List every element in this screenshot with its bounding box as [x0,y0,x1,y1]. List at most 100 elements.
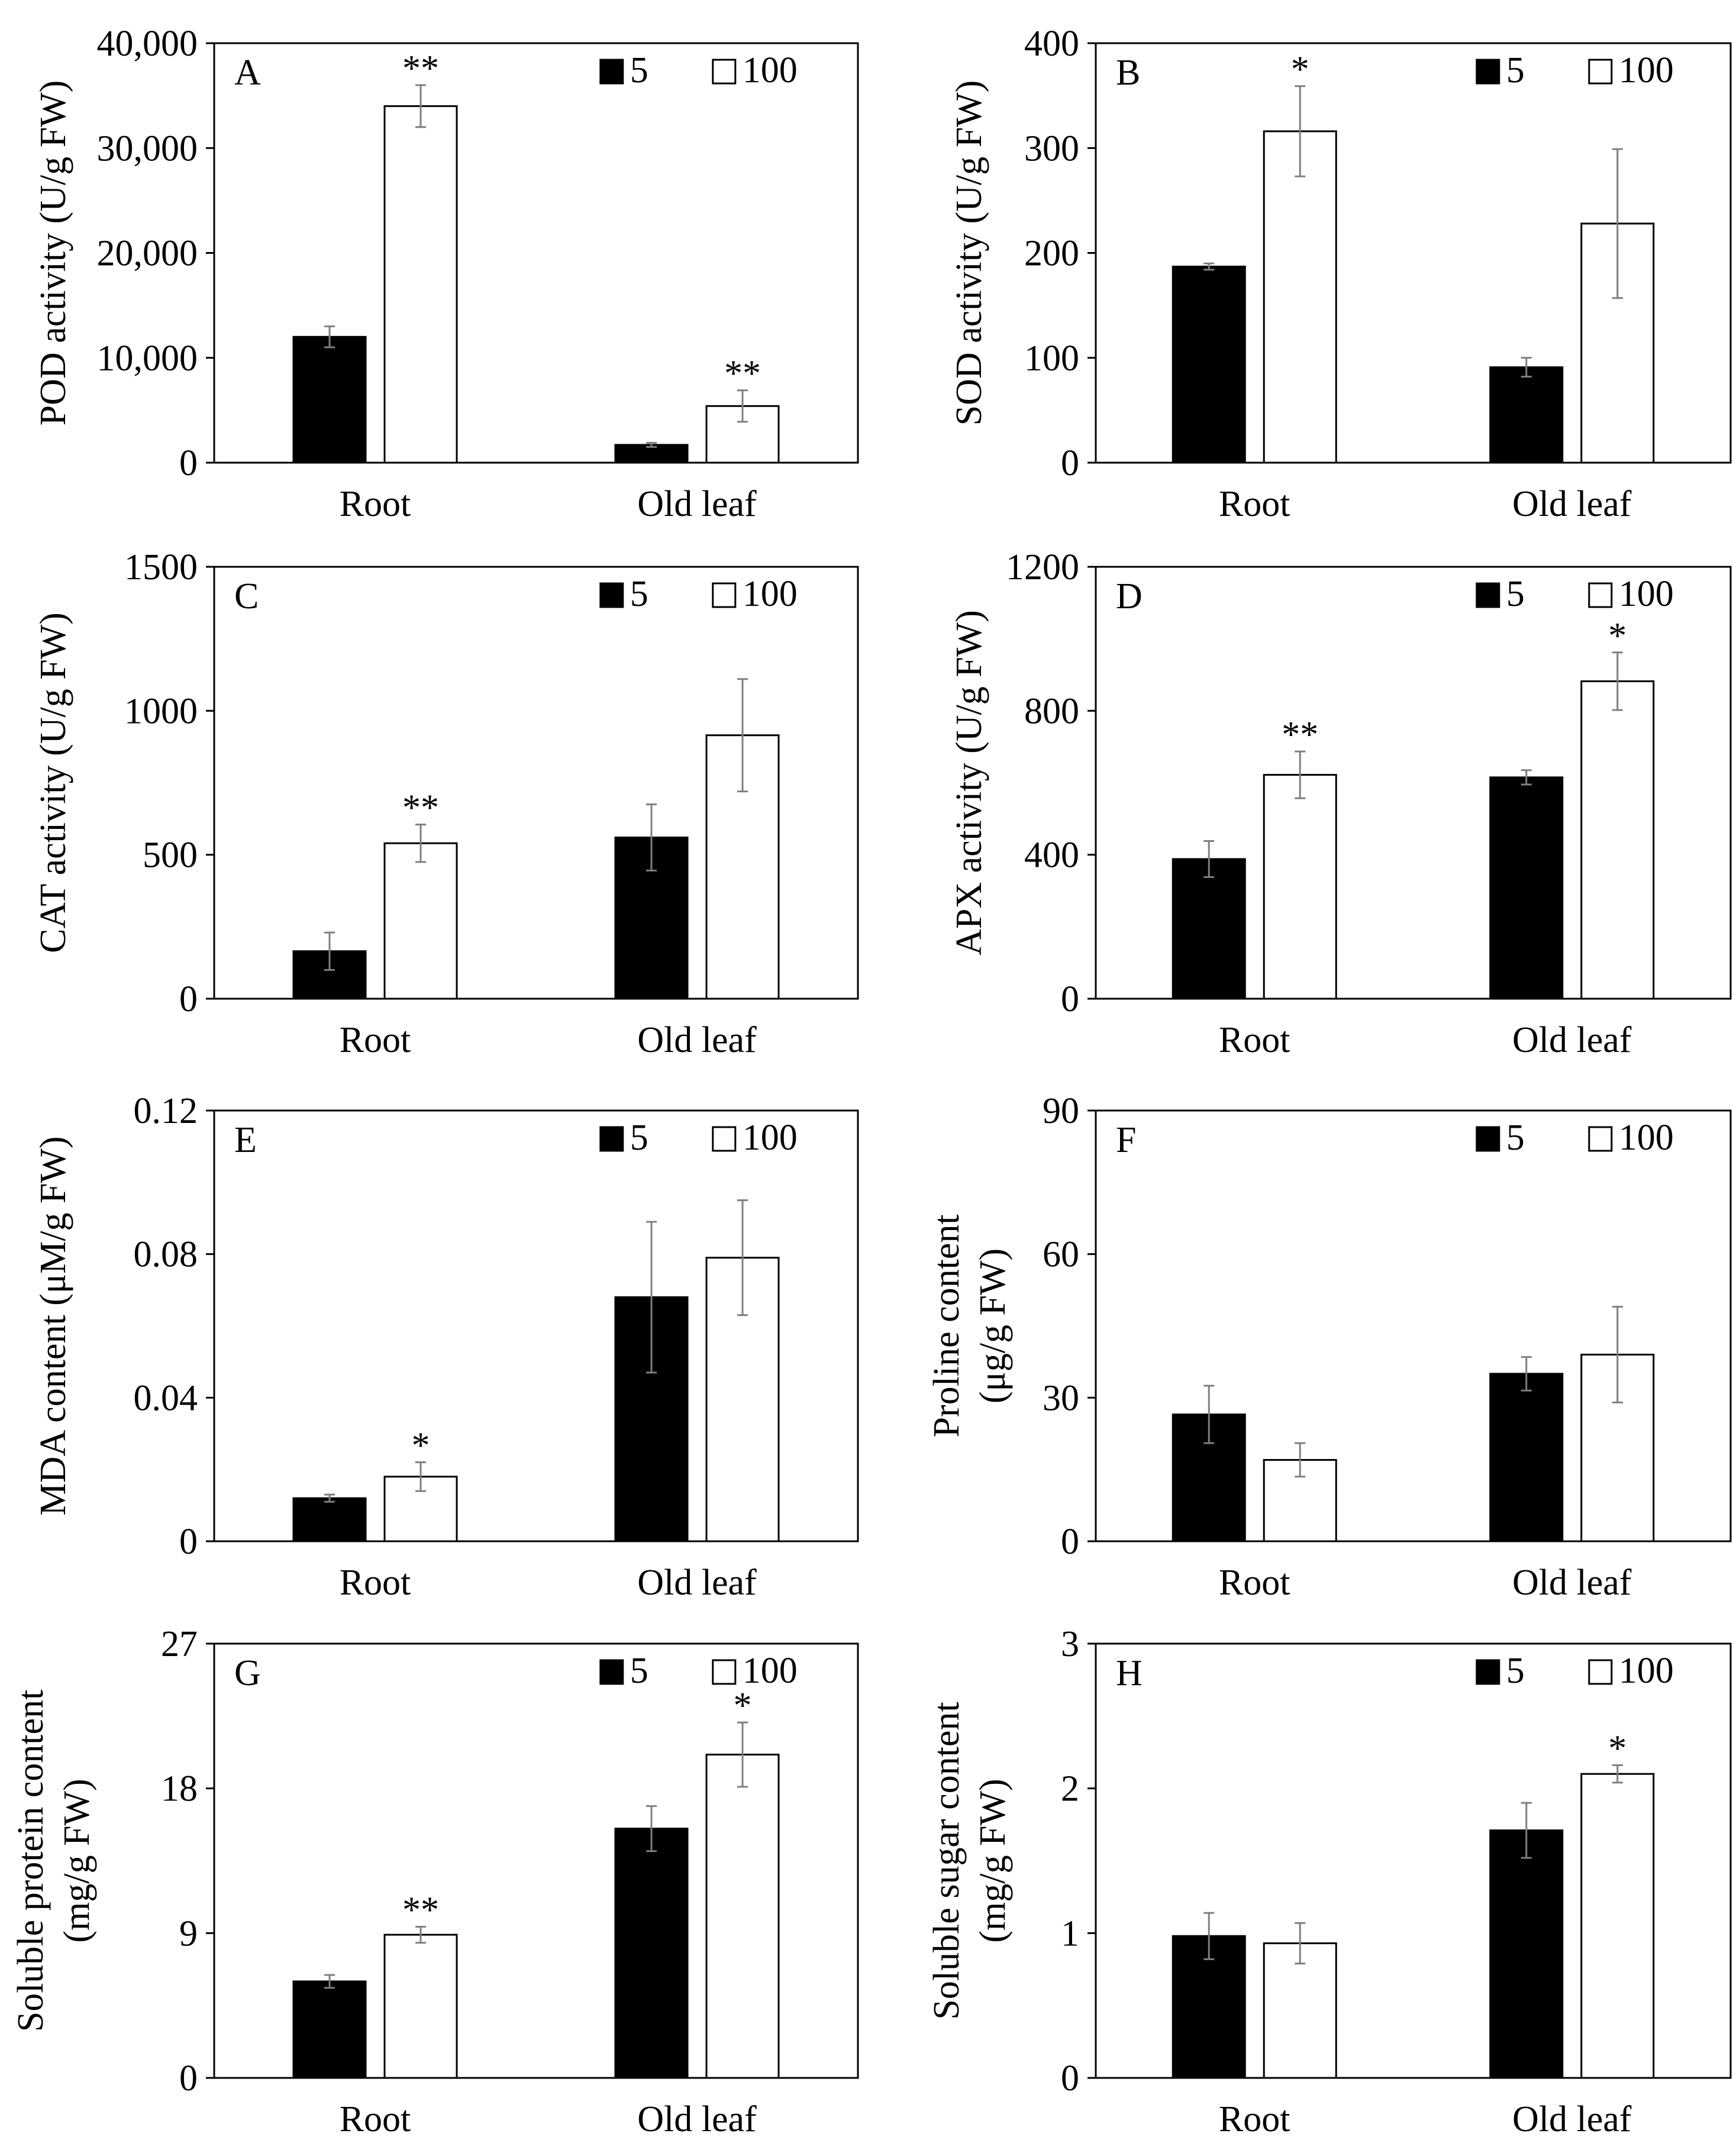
x-category-label: Root [1219,484,1290,524]
legend-swatch-5 [1476,582,1500,608]
x-category-label: Root [1219,2099,1290,2139]
panel-letter: A [234,53,261,93]
y-tick-label: 0.12 [134,1091,198,1131]
y-tick-label: 27 [161,1624,198,1664]
y-axis-label-units: (mg/g FW) [973,1779,1013,1942]
plot-frame [213,1642,859,2079]
error-bar [1203,840,1215,878]
x-category-label: Root [1219,1020,1290,1060]
legend-swatch-5 [599,1659,624,1685]
panel-letter: D [1116,576,1143,617]
x-category-label: Old leaf [637,484,757,524]
panel-letter: B [1116,53,1140,93]
x-category-label: Old leaf [637,1563,757,1603]
y-tick-label: 10,000 [97,338,198,379]
legend-label-5: 5 [1506,50,1525,91]
significance-marker: * [1608,616,1626,656]
chart-panel-e: 0 0.04 0.08 0.12 MDA content (μM/g FW) E 5 100 *… [33,1091,859,1603]
x-category-label: Root [340,2099,411,2139]
x-category-label: Root [340,484,411,524]
error-bar [646,1221,657,1374]
y-tick-label: 60 [1043,1235,1079,1275]
legend-label-100: 100 [1619,574,1674,614]
chart-panel-c: 0 500 1000 1500 CAT activity (U/g FW) C 5 100 **… [33,547,859,1060]
legend-swatch-100 [1588,1126,1613,1152]
y-tick-label: 0 [1061,2058,1079,2099]
legend-label-100: 100 [1619,1651,1674,1691]
bar-5-root [292,1497,367,1542]
chart-panel-g: 0 9 18 27 Soluble protein content (mg/g FW) G 5… [11,1624,859,2139]
y-tick-label: 0 [1061,1522,1079,1562]
panel-letter: C [234,576,259,617]
error-bar [1612,651,1623,711]
y-tick-label: 3 [1061,1624,1079,1664]
legend-label-100: 100 [1619,1118,1674,1158]
x-category-label: Old leaf [1512,2099,1632,2139]
error-bar [1295,85,1306,177]
error-bar [1295,1922,1306,1965]
y-tick-label: 90 [1043,1091,1079,1131]
y-tick-label: 1200 [1006,547,1079,588]
bar-5-old-leaf [1489,1829,1564,2079]
legend-label-100: 100 [743,574,798,614]
y-tick-label: 400 [1024,24,1079,64]
y-tick-label: 30,000 [97,128,198,169]
y-tick-label: 800 [1024,691,1079,731]
significance-marker: ** [402,1890,439,1930]
panel-letter: F [1116,1120,1136,1160]
bar-100-root [1263,1942,1337,2079]
error-bar [646,1805,657,1852]
significance-marker: * [412,1426,430,1466]
legend-swatch-100 [712,1126,737,1152]
error-bar [646,803,657,872]
y-tick-label: 40,000 [97,24,198,64]
bar-100-old-leaf [1580,680,1655,1000]
bar-5-root [292,335,367,464]
error-bar [1612,148,1623,299]
legend-swatch-5 [599,1126,624,1152]
x-category-label: Root [340,1563,411,1603]
significance-marker: * [1608,1729,1626,1769]
x-category-label: Old leaf [1512,1563,1632,1603]
error-bar [737,1199,748,1316]
significance-marker: ** [1282,715,1318,755]
x-category-label: Old leaf [637,2099,757,2139]
bar-5-root [1172,266,1246,464]
bar-100-root [383,842,458,1000]
error-bar [1295,750,1306,799]
y-tick-label: 0.08 [134,1235,198,1275]
y-tick-label: 200 [1024,234,1079,274]
error-bar [1521,1802,1532,1859]
panel-letter: E [234,1120,257,1160]
chart-panel-d: 0 400 800 1200 APX activity (U/g FW) D 5 100 ** R… [949,547,1732,1060]
y-tick-label: 0 [179,979,198,1019]
error-bar [415,84,426,128]
y-tick-label: 400 [1024,835,1079,876]
chart-panel-a: 0 10,000 20,000 30,000 40,000 POD activity (U… [33,24,859,524]
legend-label-5: 5 [630,574,648,614]
bar-5-root [292,1980,367,2079]
legend-swatch-100 [1588,582,1613,608]
x-category-label: Root [1219,1563,1290,1603]
error-bar [1203,262,1215,271]
significance-marker: * [1291,50,1309,90]
y-axis-label: SOD activity (U/g FW) [949,80,989,426]
y-axis-label: CAT activity (U/g FW) [33,612,73,953]
legend-label-5: 5 [630,50,648,91]
error-bar [1521,769,1532,786]
y-axis-label: POD activity (U/g FW) [33,80,73,426]
bar-100-root [1263,130,1337,464]
y-tick-label: 500 [143,835,198,876]
y-axis-label: APX activity (U/g FW) [949,610,989,956]
error-bar [324,1493,335,1503]
y-axis-label: Soluble sugar content [927,1702,967,2019]
legend-swatch-100 [1588,59,1613,85]
bar-100-old-leaf [705,1754,780,2079]
y-tick-label: 9 [179,1913,198,1954]
significance-marker: ** [402,49,439,89]
legend-swatch-100 [712,582,737,608]
y-tick-label: 20,000 [97,234,198,274]
legend-label-100: 100 [743,1651,798,1691]
y-tick-label: 0 [1061,443,1079,483]
